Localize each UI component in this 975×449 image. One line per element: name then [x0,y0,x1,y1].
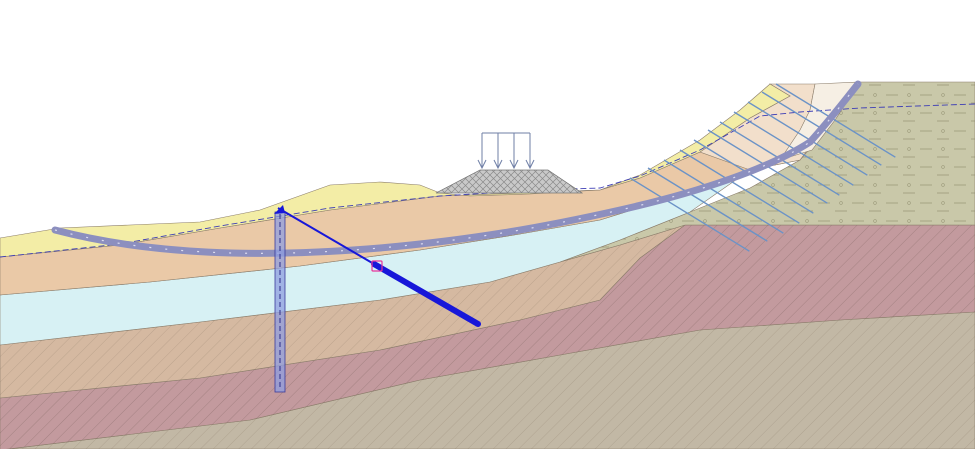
soil-layer-upper-tan-pattern [0,225,685,398]
arrow-down-icon [477,133,487,170]
soil-layer-olive-pattern [560,82,975,262]
soil-nail[interactable] [775,83,896,158]
slip-surface-band[interactable] [51,80,862,257]
soil-nail[interactable] [663,159,784,234]
pile[interactable] [274,211,286,393]
soil-nail[interactable] [747,101,868,176]
arrow-down-icon [525,133,535,170]
soil-nail[interactable] [647,167,768,242]
surcharge-embankment [435,169,583,194]
soil-nail[interactable] [679,149,800,224]
arrow-down-icon [509,133,519,170]
soil-nail[interactable] [629,177,750,252]
soil-layers [0,81,975,449]
anchor-free-length[interactable] [277,207,375,265]
anchor-marker[interactable] [371,260,383,272]
anchor-bond-length[interactable] [371,261,481,327]
soil-layer-yellow [0,83,791,258]
slip-surface[interactable] [51,80,862,257]
arrow-down-icon [493,133,503,170]
ground-anchor[interactable] [274,205,481,327]
soil-nail[interactable] [693,139,814,214]
soil-layer-maroon-pattern [0,225,975,449]
anchor-head-icon[interactable] [274,205,285,214]
embankment-pattern [435,169,583,194]
soil-layer-deep-tan-pattern [0,312,975,449]
distributed-load [477,132,535,170]
water-table-line [0,103,975,258]
